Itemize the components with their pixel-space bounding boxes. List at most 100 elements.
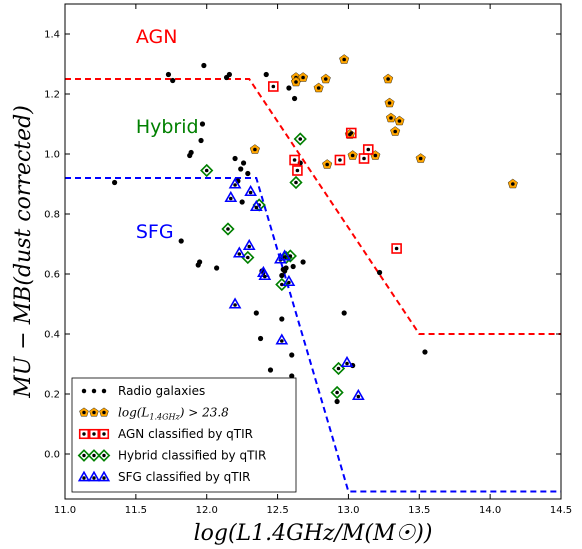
diamond-point-1 [221, 222, 235, 236]
pentagon-point-11-center [386, 77, 390, 81]
triangle-point-12-shape [282, 274, 296, 287]
diamond-point-7-center [294, 180, 298, 185]
square-point-7-center [394, 246, 399, 251]
legend-pentagon-marker-1-center [92, 410, 96, 415]
legend-diamond-marker-1-shape [87, 449, 101, 462]
dot-point-0 [112, 179, 118, 186]
pentagon-point-3 [298, 72, 309, 82]
dot-point-5 [188, 149, 194, 156]
dot-point-32 [289, 352, 295, 358]
dot-point-36 [300, 259, 306, 265]
triangle-point-4-shape [242, 238, 256, 251]
dot-point-33 [290, 263, 296, 270]
legend-diamond-marker-0 [77, 449, 91, 462]
square-point-6-shape [362, 144, 374, 155]
triangle-point-14 [351, 388, 365, 401]
legend-entry-triangle: SFG classified by qTIR [77, 470, 251, 484]
diamond-point-1-center [226, 227, 230, 231]
diamond-point-9-center [335, 390, 339, 395]
legend-square-marker-1 [88, 428, 100, 440]
pentagon-point-5 [320, 73, 331, 84]
legend-label-triangle: SFG classified by qTIR [118, 470, 251, 484]
dot-point-34 [291, 95, 298, 102]
diamond-point-7-shape [289, 175, 303, 190]
legend-label-dot: Radio galaxies [118, 384, 205, 398]
diamond-point-1-shape [221, 222, 235, 236]
region-label-sfg: SFG [136, 221, 174, 243]
legend-entry-dot: Radio galaxies [81, 384, 205, 398]
legend-dot-marker-0 [81, 388, 87, 394]
triangle-point-13-shape [340, 355, 354, 368]
diamond-point-0 [200, 163, 214, 178]
dot-point-30 [286, 85, 292, 91]
square-point-7 [391, 243, 402, 254]
triangle-point-8-shape [258, 268, 272, 281]
y-tick-label-1: 0.2 [44, 390, 60, 401]
legend-pentagon-marker-0-center [82, 410, 86, 415]
x-tick-label-2: 12.0 [196, 505, 218, 516]
square-point-2 [292, 165, 303, 176]
square-point-1 [289, 154, 300, 166]
series-square [268, 81, 402, 254]
pentagon-point-9-center [350, 153, 355, 158]
legend-triangle-marker-1-center [92, 476, 96, 480]
dot-point-40 [377, 269, 383, 276]
legend-diamond-marker-0-center [82, 453, 86, 458]
square-point-1-shape [289, 154, 300, 166]
pentagon-point-2 [290, 76, 301, 87]
pentagon-point-17 [507, 178, 518, 189]
triangle-point-4-center [247, 244, 252, 249]
triangle-point-14-center [356, 394, 361, 399]
legend-triangle-marker-0-center [82, 476, 86, 480]
legend-triangle-marker-0-shape [77, 470, 91, 482]
diamond-point-6-center [288, 254, 293, 258]
triangle-point-0-shape [224, 190, 238, 203]
triangle-point-10-shape [275, 333, 289, 345]
triangle-point-6 [249, 199, 263, 212]
legend-triangle-marker-1-shape [87, 470, 101, 482]
pentagon-point-14 [390, 126, 401, 136]
y-tick-label-6: 1.2 [44, 90, 60, 101]
y-tick-label-7: 1.4 [44, 30, 60, 41]
dot-point-3 [178, 238, 184, 244]
pentagon-point-4 [313, 82, 324, 93]
legend-pentagon-marker-2 [99, 407, 109, 417]
region-label-agn: AGN [136, 26, 178, 48]
square-point-5 [358, 153, 370, 164]
legend-triangle-marker-2 [97, 470, 111, 482]
legend-diamond-marker-2-shape [97, 449, 111, 462]
diamond-point-0-shape [200, 163, 214, 178]
series-pentagon [249, 54, 518, 189]
diamond-point-2-center [246, 255, 250, 260]
pentagon-point-6 [322, 159, 333, 169]
triangle-point-11 [278, 249, 292, 261]
legend-label-pentagon: log(L1.4GHz) > 23.8 [118, 406, 229, 422]
dot-point-14 [232, 155, 238, 162]
series-diamond [200, 132, 346, 400]
series-dot [112, 62, 428, 405]
square-point-3-center [338, 158, 342, 162]
pentagon-point-13 [385, 112, 396, 123]
triangle-point-5-shape [244, 184, 258, 197]
legend-square-marker-2-shape [98, 428, 110, 440]
triangle-point-0-center [229, 196, 233, 201]
square-point-1-center [292, 158, 297, 162]
diamond-point-0-center [204, 168, 209, 173]
triangle-point-1 [228, 177, 242, 189]
pentagon-point-12-center [387, 101, 392, 105]
dot-point-21 [257, 335, 264, 342]
y-tick-label-0: 0.0 [44, 450, 60, 461]
legend-square-marker-2-center [102, 432, 106, 436]
pentagon-point-5-center [323, 77, 328, 81]
triangle-point-0 [224, 190, 238, 203]
triangle-point-14-shape [351, 388, 365, 401]
series-triangle [224, 177, 365, 401]
y-tick-label-2: 0.4 [44, 330, 60, 341]
legend-diamond-marker-2-center [102, 453, 106, 458]
x-tick-label-6: 14.0 [479, 505, 501, 516]
legend-square-marker-0 [78, 428, 90, 440]
square-point-6 [362, 144, 374, 155]
dot-point-20 [253, 310, 259, 316]
square-point-4 [345, 127, 357, 139]
